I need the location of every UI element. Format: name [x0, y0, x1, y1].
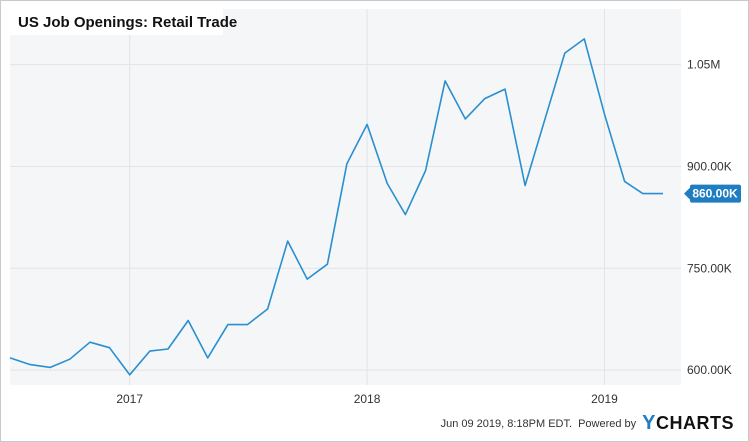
powered-by-label: Powered by: [578, 417, 637, 430]
timestamp: Jun 09 2019, 8:18PM EDT.: [440, 417, 573, 430]
y-axis-ticks: 600.00K 750.00K 900.00K 1.05M: [687, 58, 732, 377]
last-value-arrow: [684, 186, 691, 201]
ycharts-logo-text: CHARTS: [656, 413, 734, 433]
last-value-label: 860.00K: [692, 187, 738, 201]
y-tick-label: 900.00K: [687, 159, 732, 173]
x-axis-ticks: 2017 2018 2019: [116, 392, 618, 406]
title-box: [10, 9, 223, 35]
ycharts-logo-mark: Y: [642, 412, 656, 434]
chart-footer: Jun 09 2019, 8:18PM EDT. Powered by Y CH…: [441, 412, 734, 435]
y-tick-label: 750.00K: [687, 261, 732, 275]
y-tick-label: 1.05M: [687, 58, 720, 72]
chart-title: US Job Openings: Retail Trade: [18, 14, 237, 31]
last-value-marker: 860.00K: [684, 184, 741, 203]
last-value-box: [690, 184, 741, 203]
line-chart: US Job Openings: Retail Trade 2017 2018 20…: [9, 9, 741, 406]
plot-area: [10, 9, 681, 385]
gridlines: [10, 9, 681, 385]
series-line: [9, 38, 663, 376]
y-tick-label: 600.00K: [687, 363, 732, 377]
x-tick-label: 2019: [591, 392, 618, 406]
x-tick-label: 2017: [116, 392, 143, 406]
ycharts-logo[interactable]: Y CHARTS: [642, 412, 734, 435]
x-tick-label: 2018: [354, 392, 381, 406]
